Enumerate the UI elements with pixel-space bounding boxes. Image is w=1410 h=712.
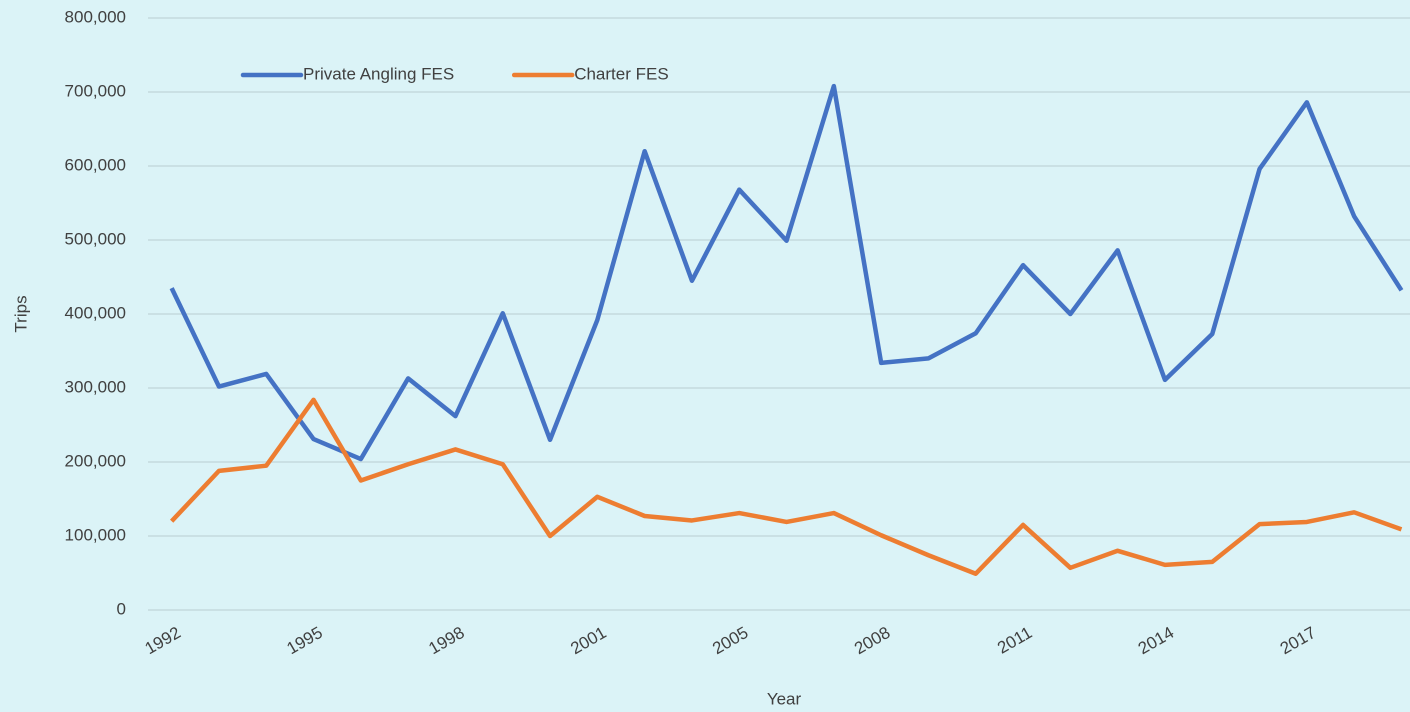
y-axis-label: Trips bbox=[11, 295, 30, 332]
y-tick-label: 100,000 bbox=[65, 525, 126, 544]
legend-label: Charter FES bbox=[574, 64, 668, 83]
x-tick-label: 2008 bbox=[851, 623, 893, 658]
y-tick-label: 0 bbox=[117, 599, 126, 618]
y-tick-label: 400,000 bbox=[65, 303, 126, 322]
x-tick-label: 2005 bbox=[709, 623, 751, 658]
y-tick-label: 300,000 bbox=[65, 377, 126, 396]
y-tick-label: 500,000 bbox=[65, 229, 126, 248]
x-tick-label: 1998 bbox=[425, 623, 467, 658]
x-tick-label: 2014 bbox=[1135, 623, 1177, 658]
line-series bbox=[169, 83, 1404, 462]
y-tick-label: 200,000 bbox=[65, 451, 126, 470]
x-tick-label: 2017 bbox=[1277, 623, 1319, 658]
x-tick-label: 1995 bbox=[284, 623, 326, 658]
x-tick-label: 1992 bbox=[142, 623, 184, 658]
x-tick-label: 2001 bbox=[567, 623, 609, 658]
legend-label: Private Angling FES bbox=[303, 64, 454, 83]
x-axis-label: Year bbox=[767, 689, 802, 708]
y-tick-label: 700,000 bbox=[65, 81, 126, 100]
line-series bbox=[170, 397, 1403, 576]
y-tick-label: 800,000 bbox=[65, 7, 126, 26]
x-tick-label: 2011 bbox=[994, 623, 1035, 658]
y-tick-label: 600,000 bbox=[65, 155, 126, 174]
